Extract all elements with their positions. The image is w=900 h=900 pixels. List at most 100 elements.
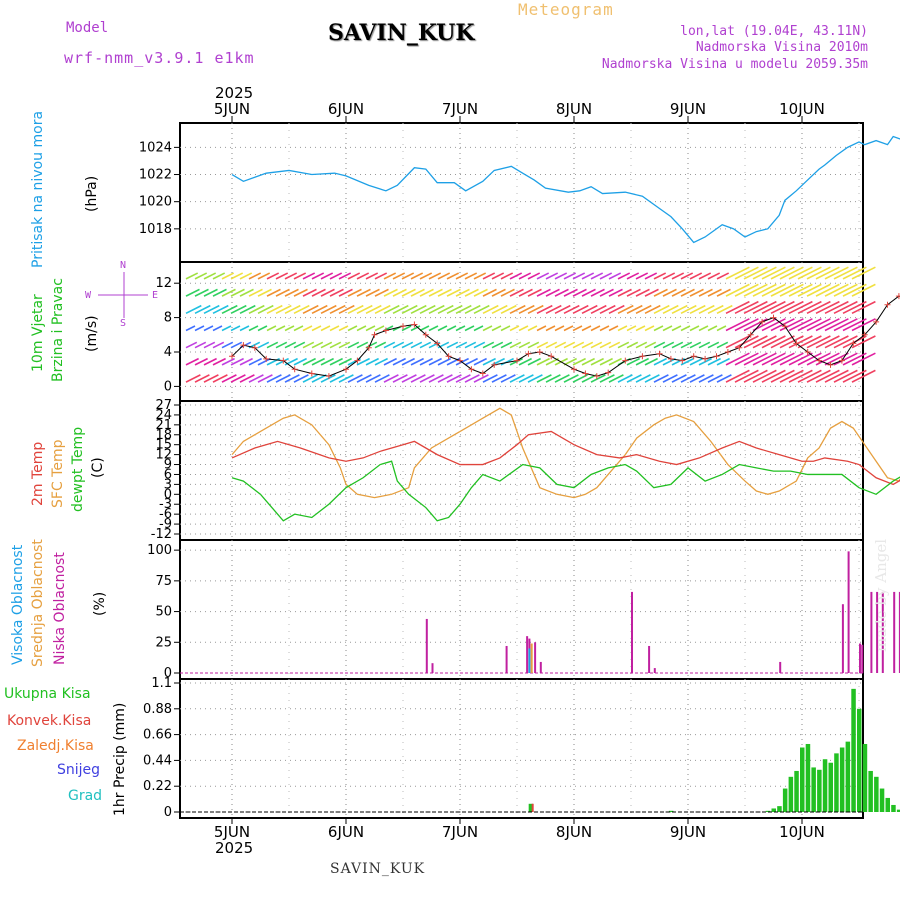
mid-cloud-axis-label: Srednja Oblacnost xyxy=(30,539,46,667)
wind-arrow xyxy=(275,288,290,297)
wind-arrow xyxy=(311,341,324,349)
wind-arrow xyxy=(554,325,565,332)
wind-arrow xyxy=(248,304,265,315)
wind-arrow xyxy=(329,357,343,366)
low-cloud-bar xyxy=(425,618,428,673)
wind-arrow xyxy=(653,325,664,332)
wind-arrow xyxy=(320,272,334,280)
precip-bar xyxy=(788,776,794,812)
wind-arrow xyxy=(257,341,270,349)
wind-arrow xyxy=(527,341,540,349)
pressure-line xyxy=(231,135,900,244)
wind-arrow xyxy=(194,272,208,280)
wind-arrow xyxy=(491,341,504,349)
precip-bar xyxy=(885,797,890,812)
wind-arrow xyxy=(185,374,201,383)
y-tick-label: 0.66 xyxy=(143,728,172,743)
wind-arrow xyxy=(797,300,822,315)
bottom-date-label: 7JUN xyxy=(442,823,478,841)
wind-arrow xyxy=(581,304,598,315)
wind-arrow xyxy=(653,341,666,349)
wind-arrow xyxy=(203,304,220,315)
t2m-axis-label: 2m Temp xyxy=(30,442,46,506)
y-tick-label: 0.22 xyxy=(143,779,172,794)
wind-arrow xyxy=(383,374,399,383)
wind-arrow xyxy=(329,304,346,315)
wind-arrow xyxy=(365,304,382,315)
y-tick-label: 25 xyxy=(155,635,172,650)
wind-arrow xyxy=(383,304,400,315)
wind-arrow xyxy=(365,288,380,297)
wind-arrow xyxy=(212,288,227,297)
wind-arrow xyxy=(725,369,750,383)
wind-arrow xyxy=(545,374,561,383)
conv-precip-bar xyxy=(531,803,534,812)
wind-arrow xyxy=(752,352,777,366)
wind-arrow xyxy=(608,357,622,366)
wind-arrow xyxy=(302,325,313,332)
wind-arrow xyxy=(653,304,670,315)
wind-arrow xyxy=(482,357,496,366)
wind-arrow xyxy=(590,341,603,349)
wind-arrow xyxy=(644,288,659,297)
wind-arrow xyxy=(275,272,289,280)
wind-arrow xyxy=(545,304,562,315)
compass-rose: N W E S xyxy=(85,260,158,329)
wind-arrow xyxy=(572,357,586,366)
wind-arrow xyxy=(734,266,759,280)
wind-arrow xyxy=(230,341,243,349)
wind-arrow xyxy=(356,288,371,297)
wind-arrow xyxy=(833,369,858,383)
precip-axis-label: 1hr Precip (mm) xyxy=(112,703,128,816)
wind-arrow xyxy=(401,357,415,366)
wind-arrow xyxy=(626,272,640,280)
wind-arrow xyxy=(698,341,711,349)
wind-arrow xyxy=(212,304,229,315)
wind-gust-marker xyxy=(382,327,389,334)
wind-gust-marker xyxy=(291,366,298,373)
wind-arrow xyxy=(644,374,660,383)
wind-arrow xyxy=(374,288,389,297)
wind-arrow xyxy=(842,266,867,280)
cloud-panel xyxy=(179,539,864,680)
wind-arrow xyxy=(608,341,621,349)
wind-arrow xyxy=(221,272,235,280)
wind-arrow xyxy=(752,283,777,297)
wind-arrow xyxy=(356,272,370,280)
wind-arrow xyxy=(554,288,569,297)
wind-arrow xyxy=(401,374,417,383)
wind-gust-marker xyxy=(571,366,577,373)
wind-gust-marker xyxy=(816,357,823,364)
y-tick-label: 1024 xyxy=(139,140,172,155)
wind-arrow xyxy=(563,272,577,280)
wind-axis-label-1: 10m Vjetar xyxy=(30,294,46,372)
wind-arrow xyxy=(392,357,406,366)
wind-arrow xyxy=(248,357,262,366)
wind-arrow xyxy=(320,357,334,366)
precip-bar xyxy=(851,688,856,812)
precip-bar xyxy=(857,708,862,812)
y-tick-label: 0.88 xyxy=(143,702,172,717)
wind-arrow xyxy=(662,341,675,349)
wind-arrow xyxy=(500,304,517,315)
wind-arrow xyxy=(626,374,642,383)
wind-arrow xyxy=(599,325,610,332)
wind-arrow xyxy=(797,369,822,383)
wind-arrow xyxy=(185,304,202,315)
wind-arrow xyxy=(545,272,559,280)
wind-arrow xyxy=(599,288,614,297)
wind-arrow xyxy=(338,288,353,297)
wind-arrow xyxy=(608,288,623,297)
wind-arrow xyxy=(455,374,471,383)
wind-arrow xyxy=(572,272,586,280)
wind-arrow xyxy=(743,266,768,280)
low-cloud-bar xyxy=(898,591,900,673)
wind-arrow xyxy=(239,374,255,383)
wind-arrow xyxy=(599,272,613,280)
wind-arrow xyxy=(356,325,367,332)
wind-arrow xyxy=(374,374,390,383)
wind-arrow xyxy=(212,357,226,366)
wind-gust-marker xyxy=(895,293,900,300)
wind-arrow xyxy=(698,304,715,315)
